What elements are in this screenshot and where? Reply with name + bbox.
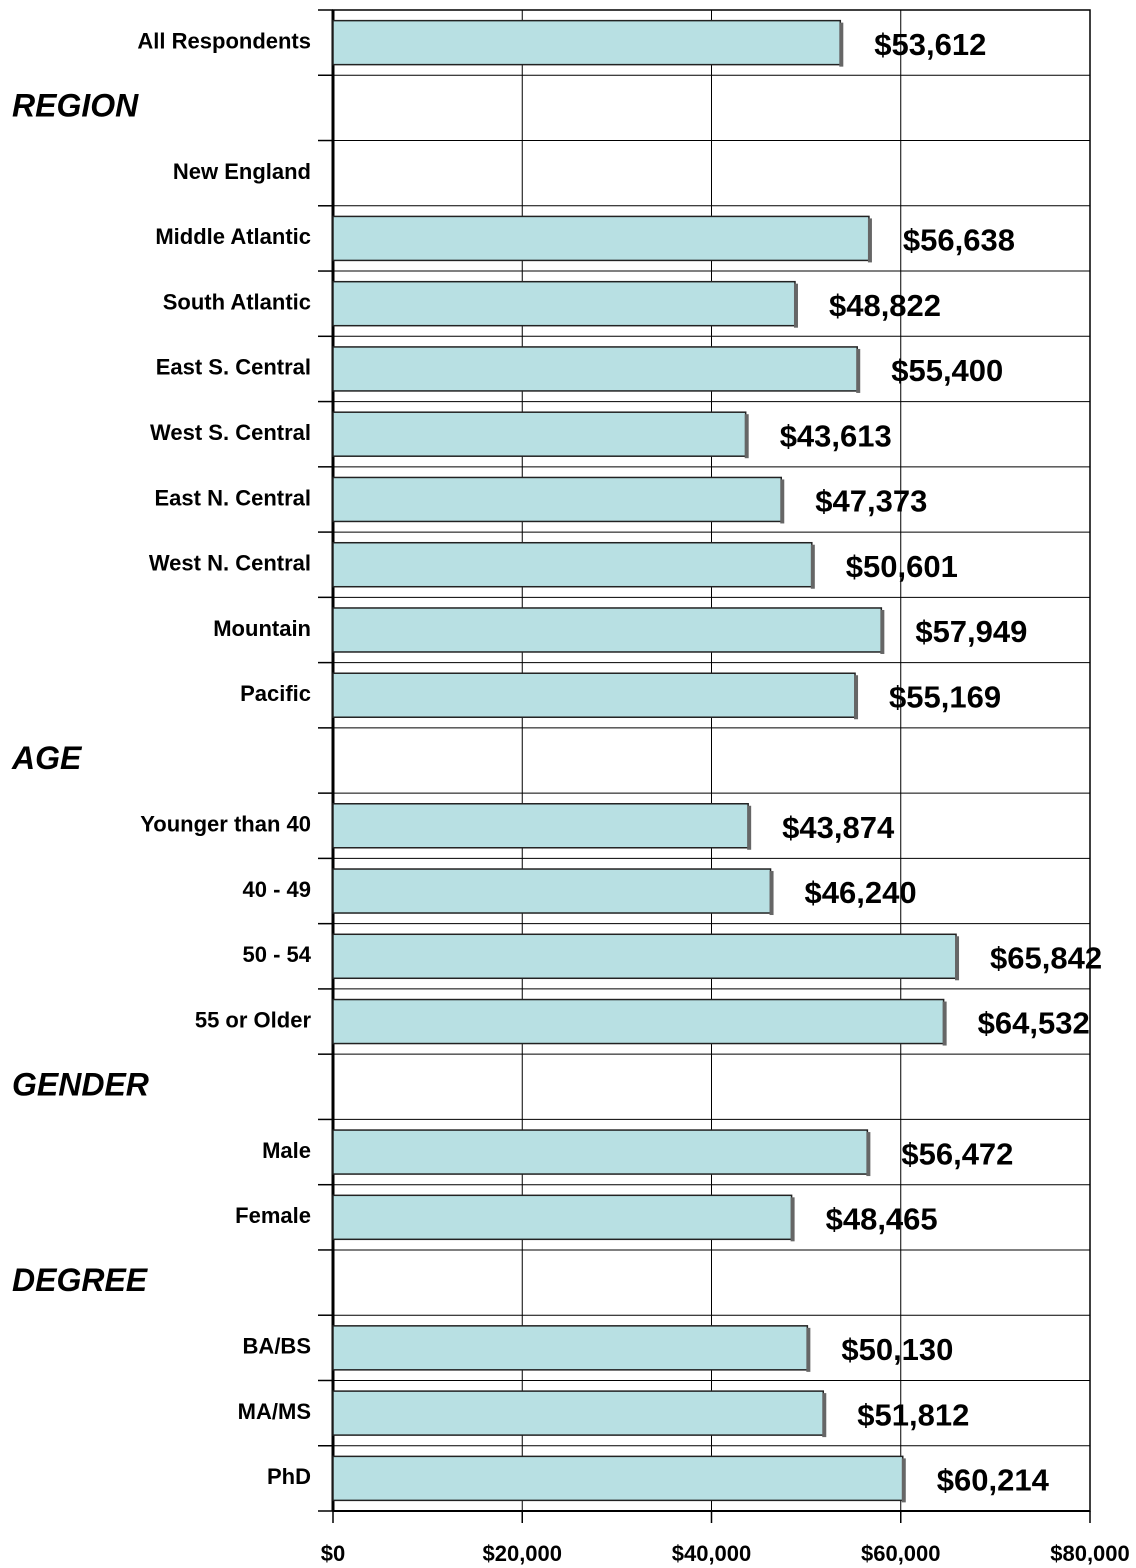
bar — [332, 476, 783, 523]
value-label: $46,240 — [805, 875, 917, 910]
bar — [332, 998, 945, 1045]
bar — [332, 1390, 825, 1436]
value-label: $56,638 — [903, 223, 1015, 258]
section-header: REGION — [12, 87, 139, 123]
x-tick-label: $80,000 — [1050, 1541, 1130, 1566]
bar — [332, 1455, 904, 1502]
y-tick-label: Pacific — [240, 681, 311, 706]
bar — [332, 19, 842, 66]
y-tick-label: MA/MS — [238, 1399, 311, 1424]
bar — [332, 1194, 793, 1241]
bar — [332, 280, 796, 327]
y-tick-label: BA/BS — [243, 1334, 311, 1359]
bar-shade — [806, 1327, 811, 1372]
value-label: $48,465 — [826, 1202, 938, 1237]
x-tick-label: $40,000 — [672, 1541, 752, 1566]
bar — [332, 411, 747, 457]
y-tick-label: Male — [262, 1138, 311, 1163]
bar — [332, 346, 858, 392]
bar-shade — [854, 675, 859, 720]
value-label: $43,613 — [780, 418, 892, 453]
bar-shade — [942, 1001, 947, 1046]
bar-shade — [901, 1458, 906, 1503]
value-label: $55,169 — [889, 679, 1001, 714]
bar-shade — [747, 805, 752, 850]
x-tick-label: $0 — [321, 1541, 345, 1566]
y-tick-label: Mountain — [213, 616, 311, 641]
y-tick-label: New England — [173, 159, 311, 184]
value-label: $64,532 — [978, 1006, 1090, 1041]
bar-shade — [790, 1197, 795, 1242]
bar-shade — [769, 871, 774, 916]
bar — [332, 1129, 869, 1175]
value-label: $43,874 — [782, 810, 895, 845]
bar-shade — [793, 283, 798, 328]
y-tick-label: 50 - 54 — [243, 942, 312, 967]
bar-shade — [866, 1132, 871, 1177]
value-label: $56,472 — [901, 1136, 1013, 1171]
y-tick-label: East S. Central — [156, 355, 311, 380]
y-tick-label: West N. Central — [149, 551, 311, 576]
value-label: $53,612 — [874, 27, 986, 62]
bar-shade — [839, 22, 844, 67]
bar — [332, 1325, 809, 1371]
y-tick-label: Younger than 40 — [140, 812, 311, 837]
value-label: $48,822 — [829, 288, 941, 323]
y-tick-label: Female — [235, 1203, 311, 1228]
bar — [332, 933, 957, 980]
y-tick-label: All Respondents — [137, 28, 311, 53]
y-tick-label: 40 - 49 — [243, 877, 312, 902]
x-tick-label: $60,000 — [861, 1541, 941, 1566]
value-label: $55,400 — [891, 353, 1003, 388]
y-tick-label: East N. Central — [155, 485, 312, 510]
bar-shade — [744, 414, 749, 459]
value-label: $65,842 — [990, 940, 1102, 975]
bar-shade — [856, 348, 861, 393]
bar-shade — [867, 218, 872, 263]
x-tick-label: $20,000 — [482, 1541, 562, 1566]
section-header: DEGREE — [12, 1262, 149, 1298]
section-header: GENDER — [12, 1066, 149, 1102]
bar — [332, 541, 813, 588]
bar-shade — [822, 1393, 827, 1438]
bar — [332, 868, 772, 914]
value-label: $51,812 — [857, 1397, 969, 1432]
value-label: $57,949 — [915, 614, 1027, 649]
bar-shade — [810, 544, 815, 589]
bar — [332, 607, 883, 653]
bar — [332, 803, 749, 849]
value-label: $50,130 — [841, 1332, 953, 1367]
value-label: $60,214 — [937, 1463, 1050, 1498]
bar — [332, 672, 856, 718]
bar-shade — [780, 479, 785, 524]
y-tick-label: PhD — [267, 1464, 311, 1489]
y-tick-label: 55 or Older — [195, 1007, 312, 1032]
y-tick-label: Middle Atlantic — [155, 224, 311, 249]
value-label: $50,601 — [846, 549, 958, 584]
bar — [332, 215, 870, 262]
y-tick-label: South Atlantic — [163, 289, 311, 314]
bar-shade — [955, 936, 960, 981]
value-label: $47,373 — [815, 484, 927, 519]
bar-shade — [880, 609, 885, 654]
y-tick-label: West S. Central — [150, 420, 311, 445]
section-header: AGE — [11, 740, 83, 776]
